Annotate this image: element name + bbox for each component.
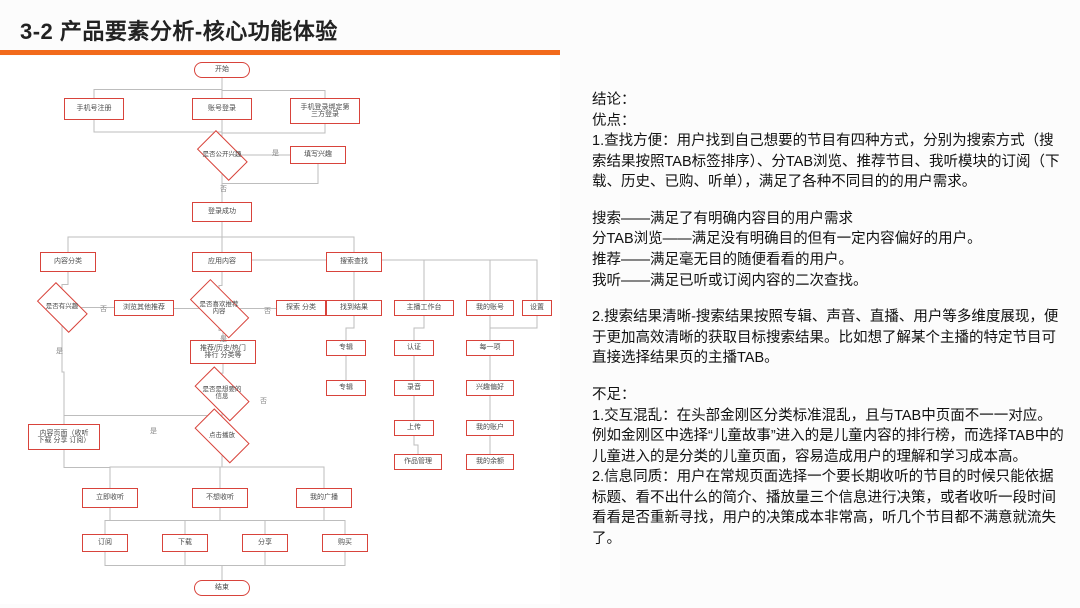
flow-edge-label: 否 <box>100 304 107 314</box>
text-line: 2.信息同质：用户在常规页面选择一个要长期收听的节目的时候只能依据标题、看不出什… <box>592 467 1066 549</box>
flow-node-n_rec2: 录音 <box>394 380 434 396</box>
flow-node-n_third: 手机登录绑定第 三方登录 <box>290 98 360 124</box>
flow-node-n_auth: 认证 <box>394 340 434 356</box>
flow-node-n_done: 内容页面（收听 下载 分享 订阅） <box>28 424 100 450</box>
flow-node-n_ch1: 专辑 <box>326 340 366 356</box>
flow-node-n_ch2: 专辑 <box>326 380 366 396</box>
slide-title-bar: 3-2 产品要素分析-核心功能体验 <box>0 14 1080 52</box>
flow-node-n_bal: 我的余额 <box>466 454 514 470</box>
flow-node-n_shr: 分享 <box>242 534 288 552</box>
flowchart-canvas: 开始手机号注册 账号登录 手机登录绑定第 三方登录是否公开兴趣 填写兴趣登录成功内容分… <box>0 56 560 604</box>
slide-title: 3-2 产品要素分析-核心功能体验 <box>20 14 1060 46</box>
text-line: 不足： <box>592 385 1066 406</box>
flow-node-n_cat: 内容分类 <box>40 252 96 272</box>
accent-underline <box>0 50 560 55</box>
text-line: 分TAB浏览——满足没有明确目的但有一定内容偏好的用户。 <box>592 229 1066 250</box>
text-line: 推荐——满足毫无目的随便看看的用户。 <box>592 250 1066 271</box>
flow-node-n_sres: 找到结果 <box>326 300 382 316</box>
flow-node-n_reg: 手机号注册 <box>64 98 124 120</box>
text-line: 我听——满足已听或订阅内容的二次查找。 <box>592 271 1066 292</box>
flow-node-start: 开始 <box>194 62 250 78</box>
flow-edge-label: 是 <box>56 346 63 356</box>
flow-node-n_v1: 每一项 <box>466 340 514 356</box>
flow-node-n_ve: 兴趣偏好 <box>466 380 514 396</box>
flow-edge-label: 是 <box>272 148 279 158</box>
flow-node-n_set: 设置 <box>522 300 552 316</box>
flow-edge-label: 是 <box>220 334 227 344</box>
flow-node-n_acct: 我的账户 <box>466 420 514 436</box>
flow-node-n_rec: 应用内容 <box>192 252 252 272</box>
flow-node-n_login: 账号登录 <box>192 98 252 120</box>
text-line: 搜索——满足了有明确内容目的用户需求 <box>592 209 1066 230</box>
flow-node-n_other: 浏览其他推荐 <box>114 300 174 316</box>
flow-edge-label: 否 <box>260 396 267 406</box>
flow-node-n_ad: 我的广播 <box>296 488 352 508</box>
flow-decision-d_where: 是否是想要的 信息 <box>186 374 258 414</box>
flow-edge-label: 否 <box>220 184 227 194</box>
flow-decision-d_like: 是否喜欢推荐 内容 <box>180 288 258 330</box>
flow-node-n_more: 探索 分类 <box>276 300 326 316</box>
text-line: 结论： <box>592 90 1066 111</box>
flow-node-n_live: 主播工作台 <box>394 300 454 316</box>
flow-node-n_upl: 上传 <box>394 420 434 436</box>
flow-node-n_sub: 订阅 <box>82 534 128 552</box>
flow-node-n_fill: 填写兴趣 <box>290 146 346 164</box>
flow-node-n_enter: 登录成功 <box>192 202 252 222</box>
flow-node-n_mgr: 作品管理 <box>394 454 442 470</box>
flow-node-n_dl: 下载 <box>162 534 208 552</box>
flow-node-n_play: 立即收听 <box>82 488 138 508</box>
flow-node-n_later: 不想收听 <box>192 488 248 508</box>
flow-node-n_buy: 购买 <box>322 534 368 552</box>
text-line: 1.交互混乱：在头部金刚区分类标准混乱，且与TAB中页面不一一对应。例如金刚区中… <box>592 406 1066 468</box>
text-line: 2.搜索结果清晰-搜索结果按照专辑、声音、直播、用户等多维度展现，便于更加高效清… <box>592 307 1066 369</box>
flow-node-n_srch: 搜索查找 <box>326 252 382 272</box>
analysis-text-column: 结论： 优点： 1.查找方便：用户找到自己想要的节目有四种方式，分别为搜索方式（… <box>592 90 1066 550</box>
flow-edge-label: 是 <box>150 426 157 436</box>
flow-node-end: 结束 <box>194 580 250 596</box>
flow-decision-d_inter: 是否公开兴趣 <box>190 136 254 174</box>
text-line: 1.查找方便：用户找到自己想要的节目有四种方式，分别为搜索方式（搜索结果按照TA… <box>592 131 1066 193</box>
flow-node-n_mine: 我的账号 <box>466 300 514 316</box>
text-line: 优点： <box>592 111 1066 132</box>
flow-edge-label: 否 <box>264 306 271 316</box>
flow-decision-d_play: 点击播放 <box>186 416 258 456</box>
flow-decision-d_have: 是否有兴趣 <box>30 288 94 326</box>
